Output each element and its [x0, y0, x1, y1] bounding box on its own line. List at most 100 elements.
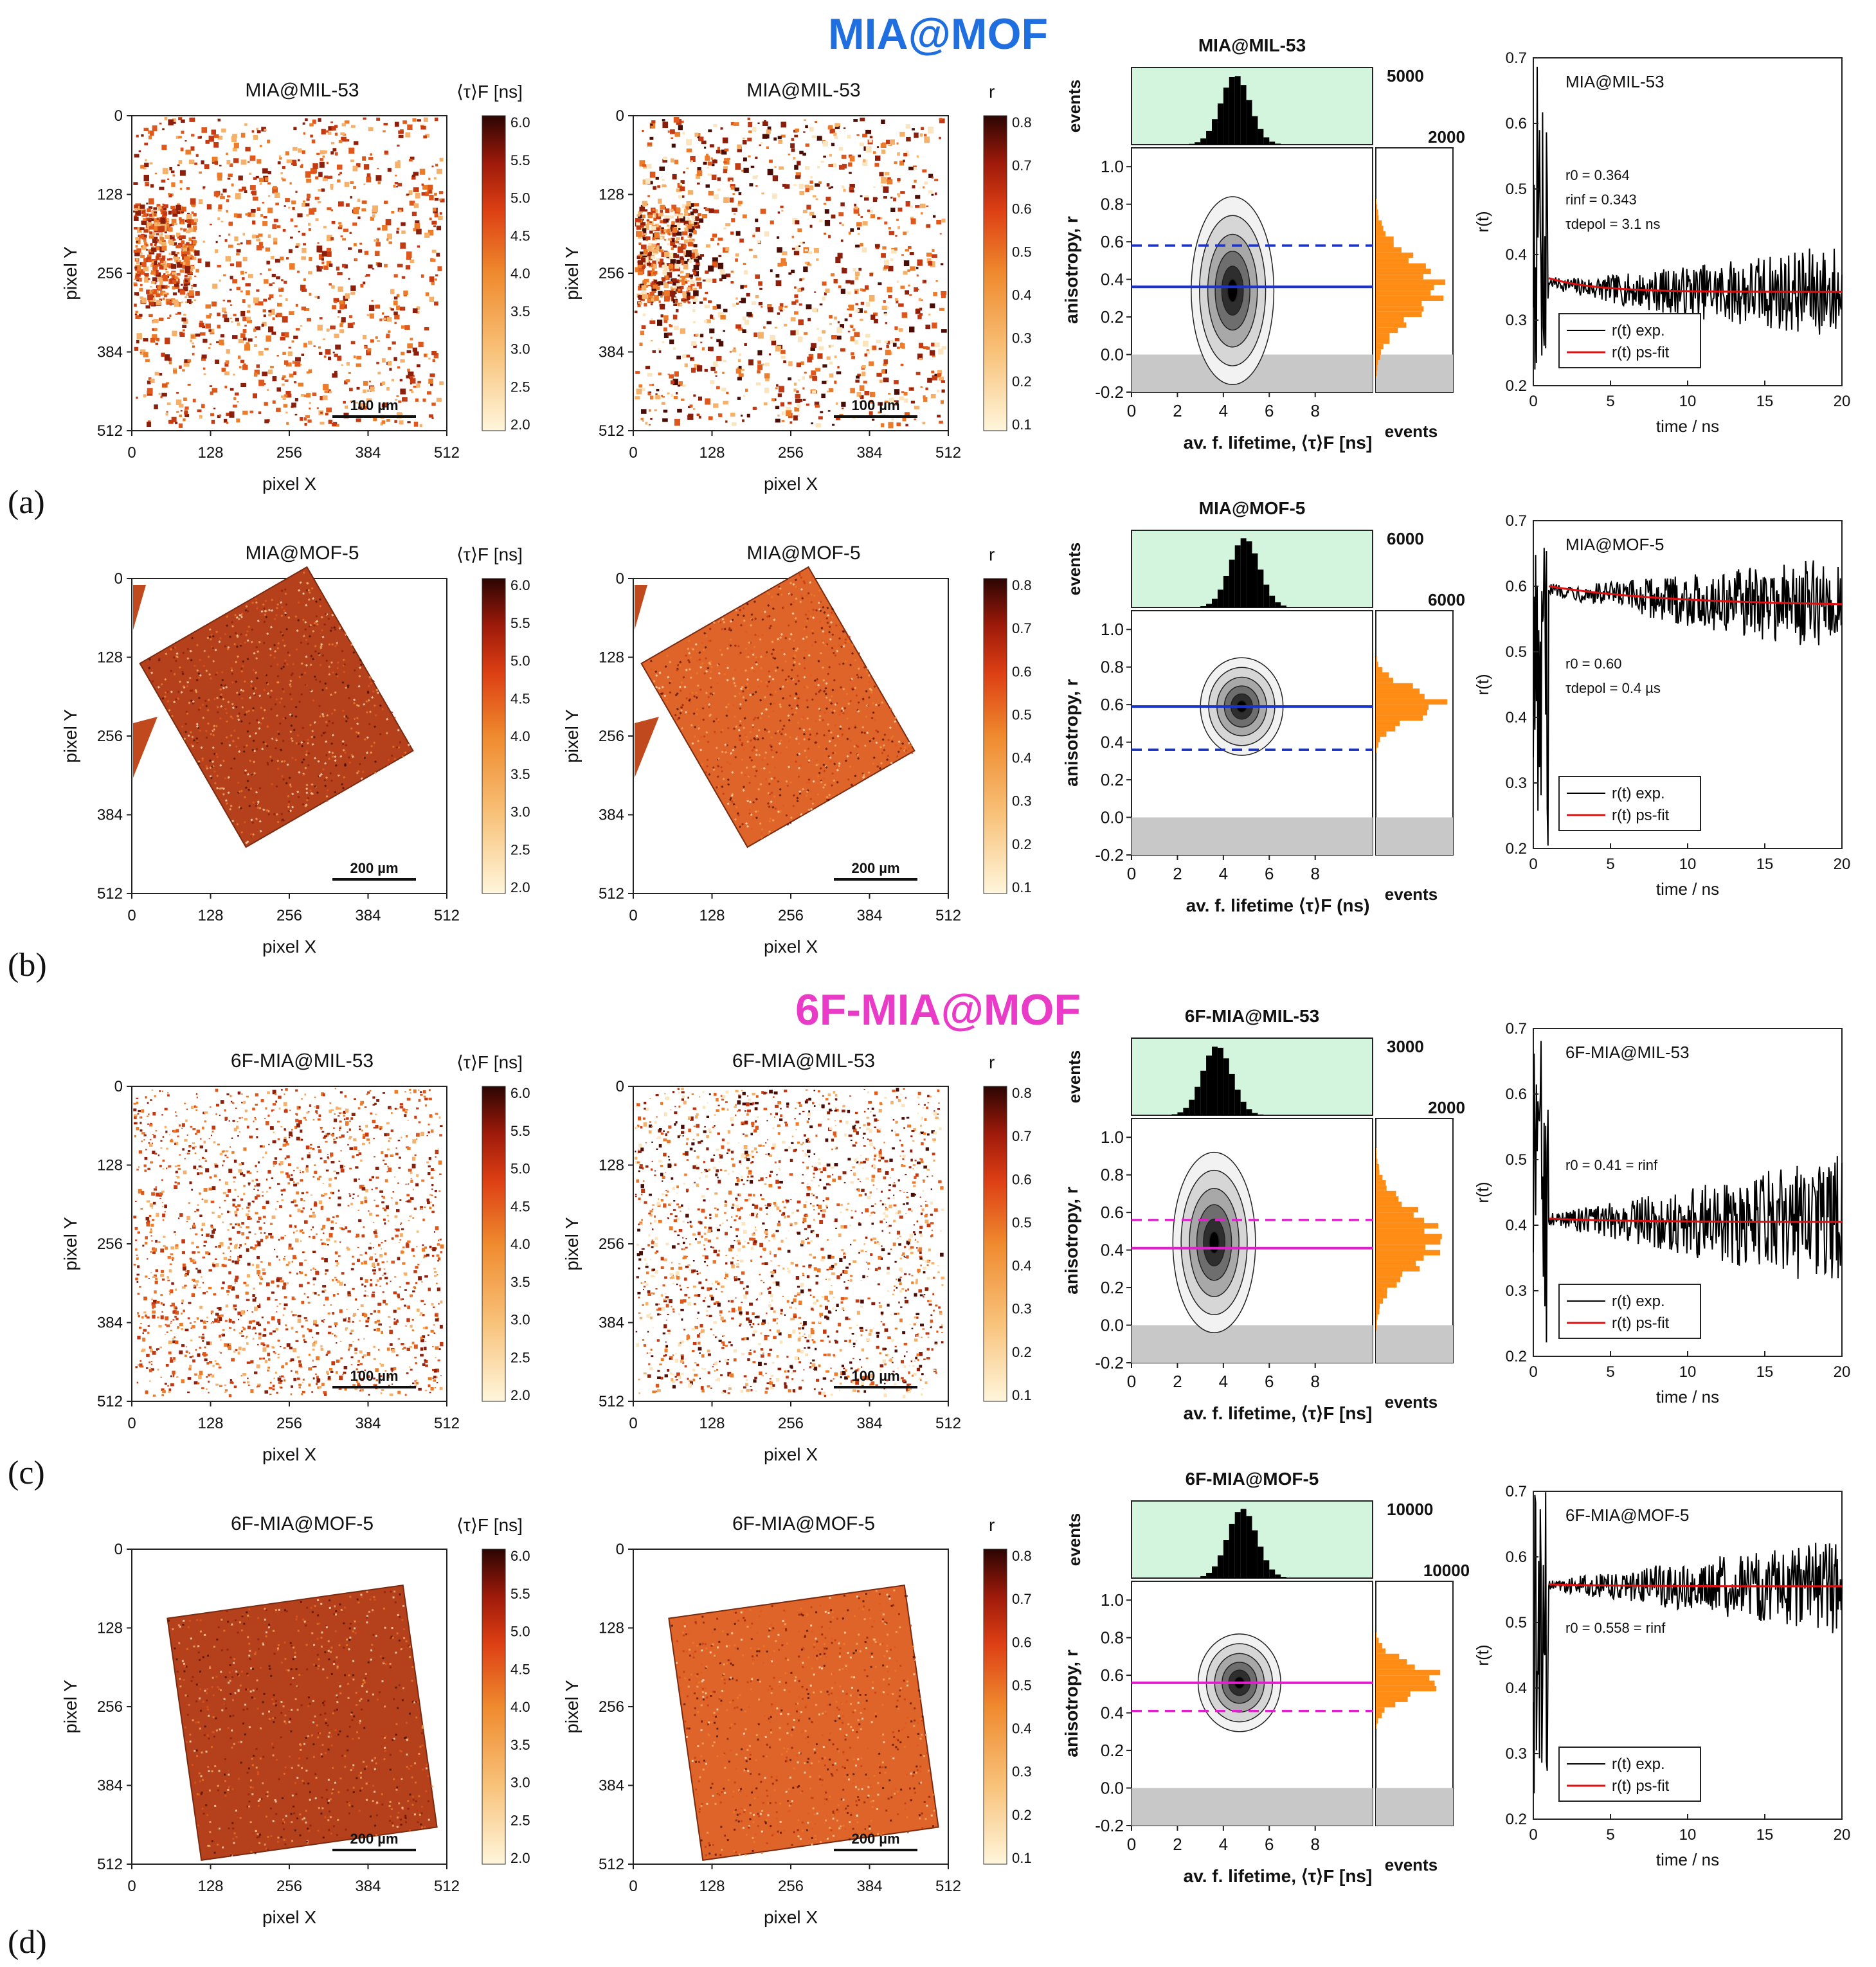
- image-speckle: [780, 355, 786, 359]
- image-speckle: [350, 341, 356, 345]
- image-speckle: [309, 208, 315, 215]
- crystal-speckle: [367, 685, 370, 688]
- image-speckle: [795, 175, 800, 179]
- image-speckle: [874, 163, 879, 167]
- image-speckle: [646, 292, 649, 295]
- image-speckle: [325, 412, 329, 416]
- image-speckle: [931, 370, 935, 373]
- image-speckle: [144, 273, 149, 277]
- image-speckle: [262, 221, 268, 226]
- image-speckle: [334, 152, 338, 156]
- crystal-speckle: [197, 676, 201, 679]
- crystal-speckle: [212, 746, 215, 750]
- image-speckle: [161, 285, 165, 289]
- crystal-speckle: [282, 739, 285, 742]
- image-speckle: [386, 419, 390, 422]
- image-speckle: [901, 312, 908, 318]
- image-speckle: [791, 138, 795, 141]
- image-speckle: [276, 312, 282, 318]
- image-speckle: [860, 195, 863, 197]
- crystal-speckle: [379, 733, 382, 736]
- image-speckle: [244, 325, 247, 327]
- image-speckle: [640, 224, 646, 231]
- image-speckle: [793, 415, 798, 421]
- image-speckle: [179, 332, 183, 336]
- y-tick-label: 256: [97, 728, 123, 745]
- image-speckle: [280, 256, 284, 260]
- image-speckle: [649, 384, 652, 386]
- image-speckle: [662, 263, 667, 269]
- image-speckle: [326, 408, 332, 413]
- image-speckle: [918, 343, 924, 348]
- image-speckle: [916, 155, 919, 158]
- image-speckle: [195, 269, 199, 273]
- crystal-speckle: [219, 717, 222, 720]
- image-speckle: [232, 373, 236, 376]
- image-speckle: [700, 341, 703, 344]
- image-speckle: [671, 247, 674, 250]
- right-histogram-bar: [1376, 306, 1424, 312]
- image-speckle: [366, 398, 372, 402]
- image-speckle: [350, 292, 356, 295]
- image-speckle: [221, 368, 226, 372]
- crystal-speckle: [248, 735, 251, 738]
- image-speckle: [331, 220, 336, 224]
- image-speckle: [412, 347, 418, 352]
- crystal-speckle: [289, 809, 293, 813]
- image-speckle: [275, 258, 280, 263]
- image-speckle: [687, 242, 694, 247]
- right-histogram-bar: [1376, 231, 1386, 237]
- image-speckle: [136, 248, 141, 253]
- image-speckle: [309, 123, 314, 127]
- crystal-speckle: [305, 663, 308, 667]
- image-speckle: [366, 176, 372, 183]
- image-speckle: [153, 207, 158, 210]
- image-speckle: [636, 256, 640, 260]
- image-speckle: [144, 163, 149, 168]
- image-speckle: [826, 183, 830, 187]
- crystal-speckle: [294, 705, 298, 708]
- image-speckle: [266, 388, 269, 391]
- image-speckle: [220, 334, 224, 337]
- image-speckle: [281, 377, 285, 381]
- image-speckle: [141, 245, 147, 250]
- image-speckle: [649, 230, 653, 234]
- image-speckle: [795, 220, 800, 224]
- image-speckle: [676, 391, 678, 395]
- image-speckle: [642, 165, 647, 169]
- image-speckle: [822, 296, 825, 301]
- image-speckle: [674, 263, 680, 269]
- image-speckle: [894, 389, 900, 395]
- crystal-speckle: [294, 749, 297, 753]
- image-speckle: [737, 359, 741, 363]
- image-speckle: [926, 205, 929, 208]
- image-speckle: [332, 373, 338, 378]
- image-speckle: [776, 384, 779, 387]
- image-speckle: [258, 411, 262, 415]
- crystal-speckle: [216, 774, 219, 777]
- right-histogram-bar: [1376, 220, 1382, 226]
- crystal-speckle: [318, 680, 321, 683]
- image-speckle: [737, 327, 743, 331]
- image-speckle: [256, 364, 260, 368]
- image-speckle: [217, 207, 222, 211]
- image-speckle: [375, 242, 381, 247]
- x-tick-label: 512: [434, 907, 460, 924]
- image-speckle: [389, 307, 392, 310]
- crystal-speckle: [297, 795, 300, 798]
- image-speckle: [266, 335, 271, 342]
- image-speckle: [360, 283, 364, 288]
- image-speckle: [667, 243, 670, 246]
- image-speckle: [158, 240, 162, 244]
- image-speckle: [188, 237, 192, 242]
- image-speckle: [676, 208, 681, 213]
- crystal-speckle: [263, 607, 266, 610]
- image-speckle: [305, 118, 308, 121]
- image-speckle: [324, 390, 328, 393]
- image-speckle: [168, 361, 172, 364]
- image-speckle: [236, 213, 242, 218]
- image-speckle: [272, 282, 275, 284]
- image-speckle: [853, 119, 858, 122]
- image-speckle: [203, 187, 205, 190]
- x-tick-label: 256: [778, 444, 804, 462]
